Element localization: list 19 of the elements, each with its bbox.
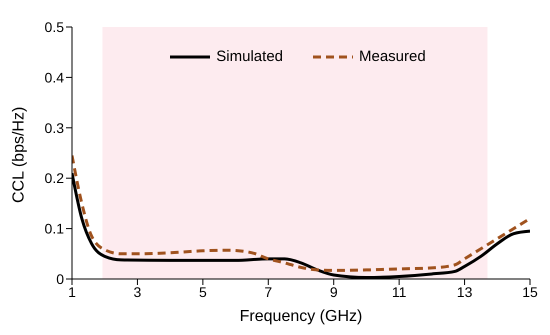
- x-tick-label: 5: [198, 284, 207, 300]
- y-tick-label: 0.3: [44, 120, 64, 136]
- x-tick-label: 1: [68, 284, 76, 300]
- legend-label: Measured: [359, 48, 426, 65]
- y-tick-label: 0.1: [44, 220, 64, 237]
- x-axis-title: Frequency (GHz): [240, 308, 362, 325]
- x-tick-label: 9: [330, 284, 338, 300]
- x-tick-label: 13: [456, 284, 473, 300]
- y-axis-title: CCL (bps/Hz): [10, 106, 28, 203]
- x-tick-label: 11: [392, 284, 407, 300]
- y-tick-label: 0.2: [44, 170, 64, 186]
- x-tick-label: 7: [264, 284, 272, 300]
- x-tick-label: 15: [522, 284, 538, 300]
- legend-label: Simulated: [216, 48, 283, 65]
- y-tick-label: 0: [56, 270, 64, 287]
- y-tick-label: 0.5: [44, 18, 64, 35]
- y-tick-label: 0.4: [44, 69, 64, 86]
- line-series: [72, 154, 530, 272]
- x-tick-label: 3: [134, 284, 142, 300]
